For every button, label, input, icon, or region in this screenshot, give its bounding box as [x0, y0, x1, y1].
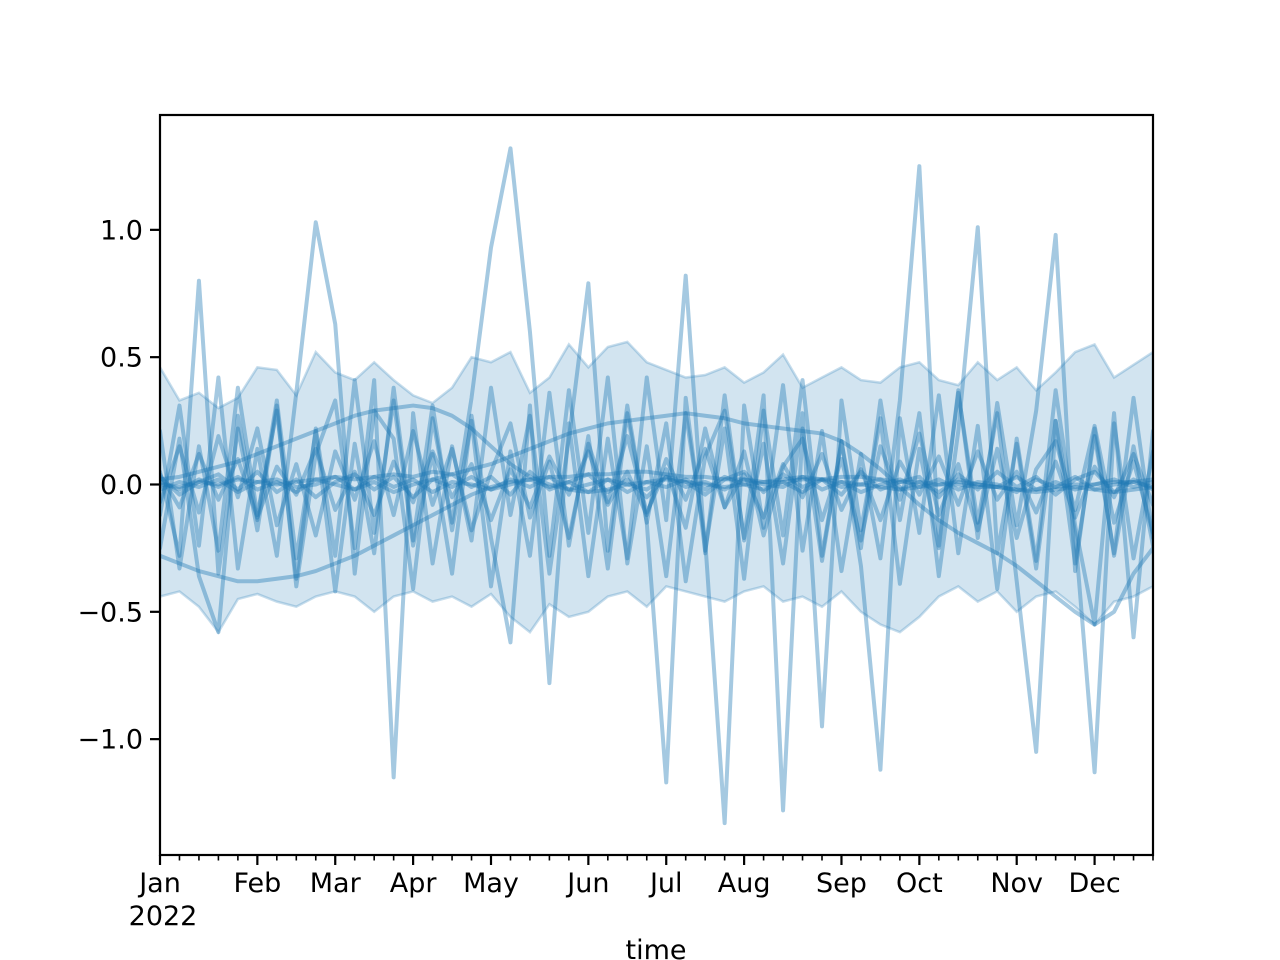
series-line-sample-12 [160, 469, 1153, 584]
x-tick-label-apr: Apr [390, 868, 438, 899]
series-line-sample-4 [160, 378, 1153, 785]
y-tick-label: 0.0 [100, 470, 143, 501]
y-tick-label: 1.0 [100, 215, 143, 246]
plot-area [160, 146, 1153, 826]
x-tick-label-aug: Aug [718, 868, 771, 899]
y-tick-label: −1.0 [77, 725, 143, 756]
x-tick-label-jan: Jan [137, 868, 181, 899]
x-tick-label-dec: Dec [1068, 868, 1120, 899]
series-line-sample-6 [160, 421, 1153, 543]
series-line-sample-1 [160, 225, 1153, 813]
x-tick-label-may: May [463, 868, 519, 899]
x-tick-label-mar: Mar [310, 868, 362, 899]
y-tick-label: −0.5 [77, 597, 143, 628]
series-line-sample-2 [160, 146, 1153, 826]
y-tick-label: 0.5 [100, 343, 143, 374]
x-tick-label-nov: Nov [990, 868, 1043, 899]
x-tick-label-jun: Jun [565, 868, 609, 899]
envelope-band [160, 340, 1153, 635]
x-axis-title: time [625, 935, 687, 960]
series-line-sample-7 [160, 474, 1153, 495]
x-tick-label-oct: Oct [896, 868, 943, 899]
series-line-sample-11 [160, 411, 1153, 627]
series-line-sample-5 [160, 446, 1153, 523]
x-axis-year-label: 2022 [129, 901, 198, 932]
series-line-sample-9 [160, 469, 1153, 500]
series-line-sample-3 [160, 232, 1153, 729]
x-tick-label-feb: Feb [233, 868, 281, 899]
x-tick-label-jul: Jul [648, 868, 683, 899]
x-tick-label-sep: Sep [816, 868, 867, 899]
series-line-sample-10 [160, 403, 1153, 495]
series-line-sample-8 [160, 474, 1153, 495]
